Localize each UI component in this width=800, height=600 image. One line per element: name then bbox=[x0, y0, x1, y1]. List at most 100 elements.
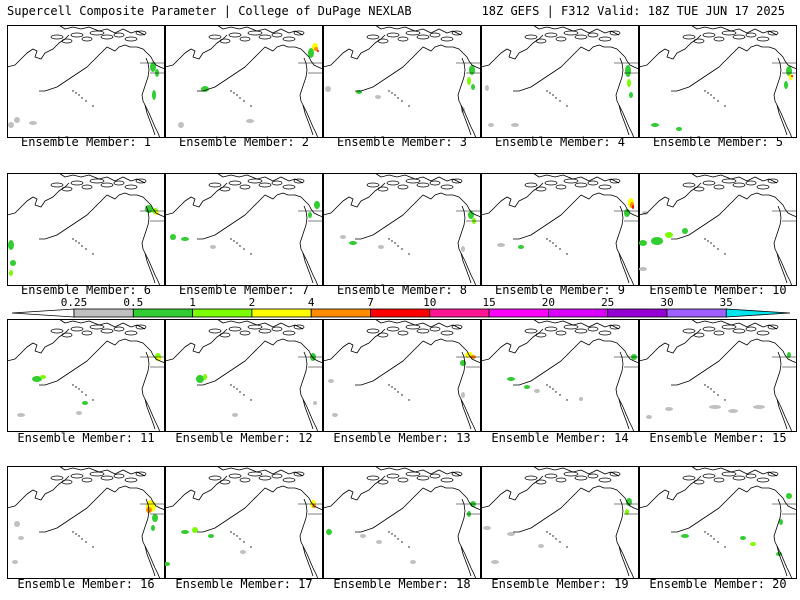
map-frame bbox=[481, 25, 639, 138]
ensemble-member-map bbox=[7, 25, 165, 138]
scp-shading bbox=[165, 562, 170, 566]
scp-shading bbox=[332, 413, 338, 417]
scp-shading bbox=[314, 201, 320, 209]
arctic-island bbox=[113, 180, 125, 186]
alaska-coastline bbox=[39, 44, 165, 92]
hawaii-island bbox=[230, 238, 232, 240]
hawaii-island bbox=[250, 546, 252, 548]
scp-shading bbox=[651, 237, 663, 245]
baja-coastline bbox=[618, 398, 630, 430]
map-frame bbox=[481, 173, 639, 286]
ensemble-member-map bbox=[639, 466, 797, 579]
scp-shading bbox=[152, 514, 158, 522]
arctic-coastline bbox=[374, 25, 462, 36]
scp-shading bbox=[325, 86, 331, 92]
arctic-island bbox=[574, 475, 588, 481]
arctic-island bbox=[61, 186, 73, 192]
arctic-island bbox=[429, 473, 441, 479]
arctic-island bbox=[767, 324, 779, 330]
arctic-island bbox=[544, 180, 558, 186]
arctic-island bbox=[386, 473, 400, 479]
arctic-island bbox=[50, 328, 64, 334]
baja-coastline bbox=[776, 398, 788, 430]
hawaii-island bbox=[391, 240, 393, 242]
asia-coastline bbox=[165, 182, 228, 216]
hawaii-island bbox=[388, 384, 390, 386]
map-frame bbox=[165, 466, 323, 579]
ensemble-member-label: Ensemble Member: 2 bbox=[178, 135, 310, 149]
arctic-island bbox=[70, 326, 84, 332]
west-coast-coastline bbox=[141, 351, 161, 432]
scp-shading bbox=[665, 407, 673, 411]
map-title: Supercell Composite Parameter | College … bbox=[7, 4, 412, 18]
baja-coastline bbox=[776, 252, 788, 284]
alaska-coastline bbox=[39, 338, 165, 386]
west-coast-coastline bbox=[299, 351, 319, 432]
hawaii-island bbox=[707, 92, 709, 94]
hawaii-island bbox=[230, 90, 232, 92]
arctic-island bbox=[89, 178, 105, 184]
arctic-island bbox=[702, 180, 716, 186]
hawaii-island bbox=[239, 391, 241, 393]
hawaii-island bbox=[75, 386, 77, 388]
hawaii-island bbox=[236, 94, 238, 96]
asia-coastline bbox=[481, 182, 544, 216]
arctic-island bbox=[416, 328, 430, 334]
scp-shading bbox=[151, 525, 155, 531]
scp-shading bbox=[786, 493, 792, 499]
colorbar-tick-label: 2 bbox=[249, 296, 256, 309]
scp-shading bbox=[76, 411, 82, 415]
arctic-island bbox=[61, 38, 73, 44]
west-coast-coastline bbox=[615, 57, 635, 138]
arctic-island bbox=[721, 30, 737, 36]
hawaii-island bbox=[555, 538, 557, 540]
arctic-island bbox=[721, 324, 737, 330]
arctic-island bbox=[524, 328, 538, 334]
hawaii-island bbox=[710, 242, 712, 244]
scp-shading bbox=[14, 117, 20, 123]
ensemble-member-label: Ensemble Member: 1 bbox=[20, 135, 152, 149]
member-map-canvas bbox=[481, 319, 639, 432]
ensemble-member-map bbox=[7, 173, 165, 286]
ensemble-member-map bbox=[7, 319, 165, 432]
west-coast-coastline bbox=[299, 205, 319, 286]
arctic-island bbox=[247, 324, 263, 330]
arctic-coastline bbox=[374, 466, 462, 477]
arctic-island bbox=[271, 32, 283, 38]
scp-shading bbox=[308, 212, 312, 218]
hawaii-island bbox=[717, 100, 719, 102]
map-frame bbox=[7, 319, 165, 432]
arctic-island bbox=[598, 184, 612, 190]
colorbar-segment bbox=[310, 308, 371, 318]
arctic-island bbox=[416, 182, 430, 188]
colorbar-tick-label: 25 bbox=[601, 296, 614, 309]
map-frame bbox=[323, 173, 481, 286]
asia-coastline bbox=[639, 475, 702, 509]
member-map-canvas bbox=[165, 25, 323, 138]
colorbar-segment bbox=[132, 308, 194, 318]
arctic-island bbox=[563, 178, 579, 184]
scp-shading bbox=[461, 246, 465, 252]
hawaii-island bbox=[713, 97, 715, 99]
scp-shading bbox=[32, 376, 42, 382]
arctic-island bbox=[377, 186, 389, 192]
asia-coastline bbox=[323, 34, 386, 68]
arctic-island bbox=[598, 477, 612, 483]
hawaii-island bbox=[230, 531, 232, 533]
hawaii-island bbox=[81, 97, 83, 99]
hawaii-island bbox=[704, 531, 706, 533]
baja-coastline bbox=[144, 252, 156, 284]
arctic-island bbox=[258, 475, 272, 481]
baja-coastline bbox=[302, 398, 314, 430]
hawaii-island bbox=[236, 535, 238, 537]
member-map-canvas bbox=[165, 466, 323, 579]
asia-coastline bbox=[7, 182, 70, 216]
baja-coastline bbox=[144, 545, 156, 577]
baja-coastline bbox=[618, 252, 630, 284]
hawaii-island bbox=[559, 394, 561, 396]
hawaii-island bbox=[92, 546, 94, 548]
scp-shading bbox=[178, 122, 184, 128]
arctic-island bbox=[100, 328, 114, 334]
hawaii-island bbox=[92, 399, 94, 401]
